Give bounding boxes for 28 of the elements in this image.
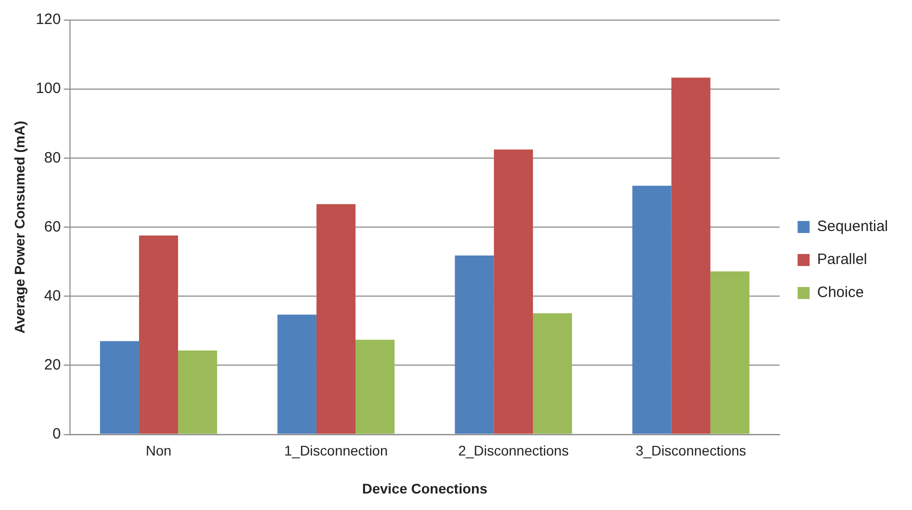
y-tick-label: 0 — [52, 426, 61, 443]
x-tick-label: Non — [146, 442, 172, 459]
bar — [494, 150, 533, 434]
bar — [100, 341, 140, 434]
y-tick-label: 40 — [44, 287, 61, 304]
bar — [139, 235, 178, 434]
x-tick-label: 3_Disconnections — [636, 442, 746, 459]
y-tick-label: 80 — [44, 149, 61, 166]
x-axis-title: Device Conections — [362, 480, 488, 496]
y-tick-label: 20 — [44, 356, 61, 374]
y-tick-label: 120 — [36, 11, 61, 28]
bar — [356, 340, 395, 434]
legend-label: Choice — [817, 284, 864, 302]
y-tick-label: 60 — [44, 218, 61, 236]
bar — [277, 314, 316, 434]
bar — [632, 186, 672, 434]
bar — [454, 256, 494, 434]
bar — [316, 204, 356, 434]
x-tick-label: 2_Disconnections — [458, 442, 569, 459]
x-tick-label: 1_Disconnection — [284, 442, 388, 459]
y-tick-label: 100 — [36, 80, 61, 98]
legend-label: Parallel — [817, 251, 868, 268]
bar — [671, 78, 710, 434]
bar — [178, 350, 218, 434]
y-axis-title: Average Power Consumed (mA) — [11, 120, 28, 334]
bar — [532, 313, 572, 434]
legend-label: Sequential — [817, 218, 888, 236]
bar — [710, 271, 750, 434]
